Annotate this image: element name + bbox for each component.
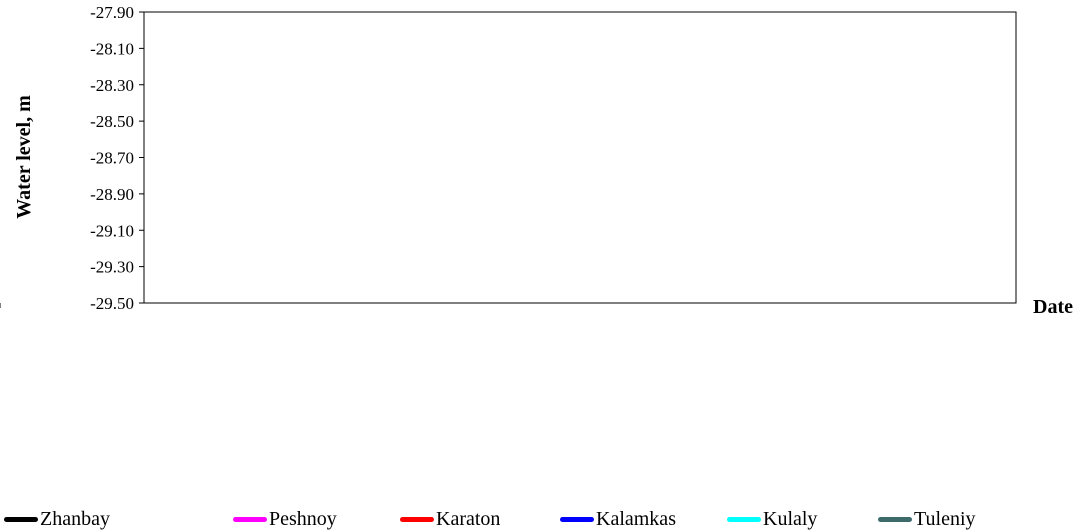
y-tick-label: -29.50 <box>90 294 134 313</box>
legend-item-karaton: Karaton <box>400 508 500 531</box>
y-axis-ticks: -27.90 -28.10 -28.30 -28.50 -28.70 -28.90 -29.… <box>90 3 144 313</box>
legend: Zhanbay Peshnoy Karaton Kalamkas Kulaly Tulen… <box>0 508 1091 531</box>
legend-label: Kalamkas <box>596 508 676 530</box>
legend-item-peshnoy: Peshnoy <box>233 508 337 531</box>
legend-swatch <box>400 517 434 522</box>
legend-item-kalamkas: Kalamkas <box>560 508 676 531</box>
legend-swatch <box>233 517 267 522</box>
legend-label: Peshnoy <box>269 508 337 530</box>
legend-item-zhanbay: Zhanbay <box>4 508 110 531</box>
legend-swatch <box>4 517 38 522</box>
legend-swatch <box>878 517 912 522</box>
y-tick-label: -28.90 <box>90 185 134 204</box>
x-axis-label: Date <box>1033 296 1073 318</box>
y-tick-label: -28.30 <box>90 76 134 95</box>
y-tick-label: -28.70 <box>90 149 134 168</box>
legend-swatch <box>560 517 594 522</box>
legend-label: Tuleniy <box>914 508 976 530</box>
y-tick-label: -29.10 <box>90 221 134 240</box>
legend-item-tuleniy: Tuleniy <box>878 508 976 531</box>
legend-item-kulaly: Kulaly <box>727 508 817 531</box>
y-tick-label: -28.50 <box>90 112 134 131</box>
y-tick-label: -29.30 <box>90 258 134 277</box>
line-chart: -27.90 -28.10 -28.30 -28.50 -28.70 -28.90 -29.… <box>0 0 1073 318</box>
legend-label: Zhanbay <box>40 508 110 530</box>
legend-label: Karaton <box>436 508 501 530</box>
y-tick-label: -28.10 <box>90 39 134 58</box>
y-axis-label: Water level, m <box>13 95 35 219</box>
legend-label: Kulaly <box>763 508 818 530</box>
y-tick-label: -27.90 <box>90 3 134 22</box>
plot-area <box>143 11 1017 304</box>
legend-swatch <box>727 517 761 522</box>
